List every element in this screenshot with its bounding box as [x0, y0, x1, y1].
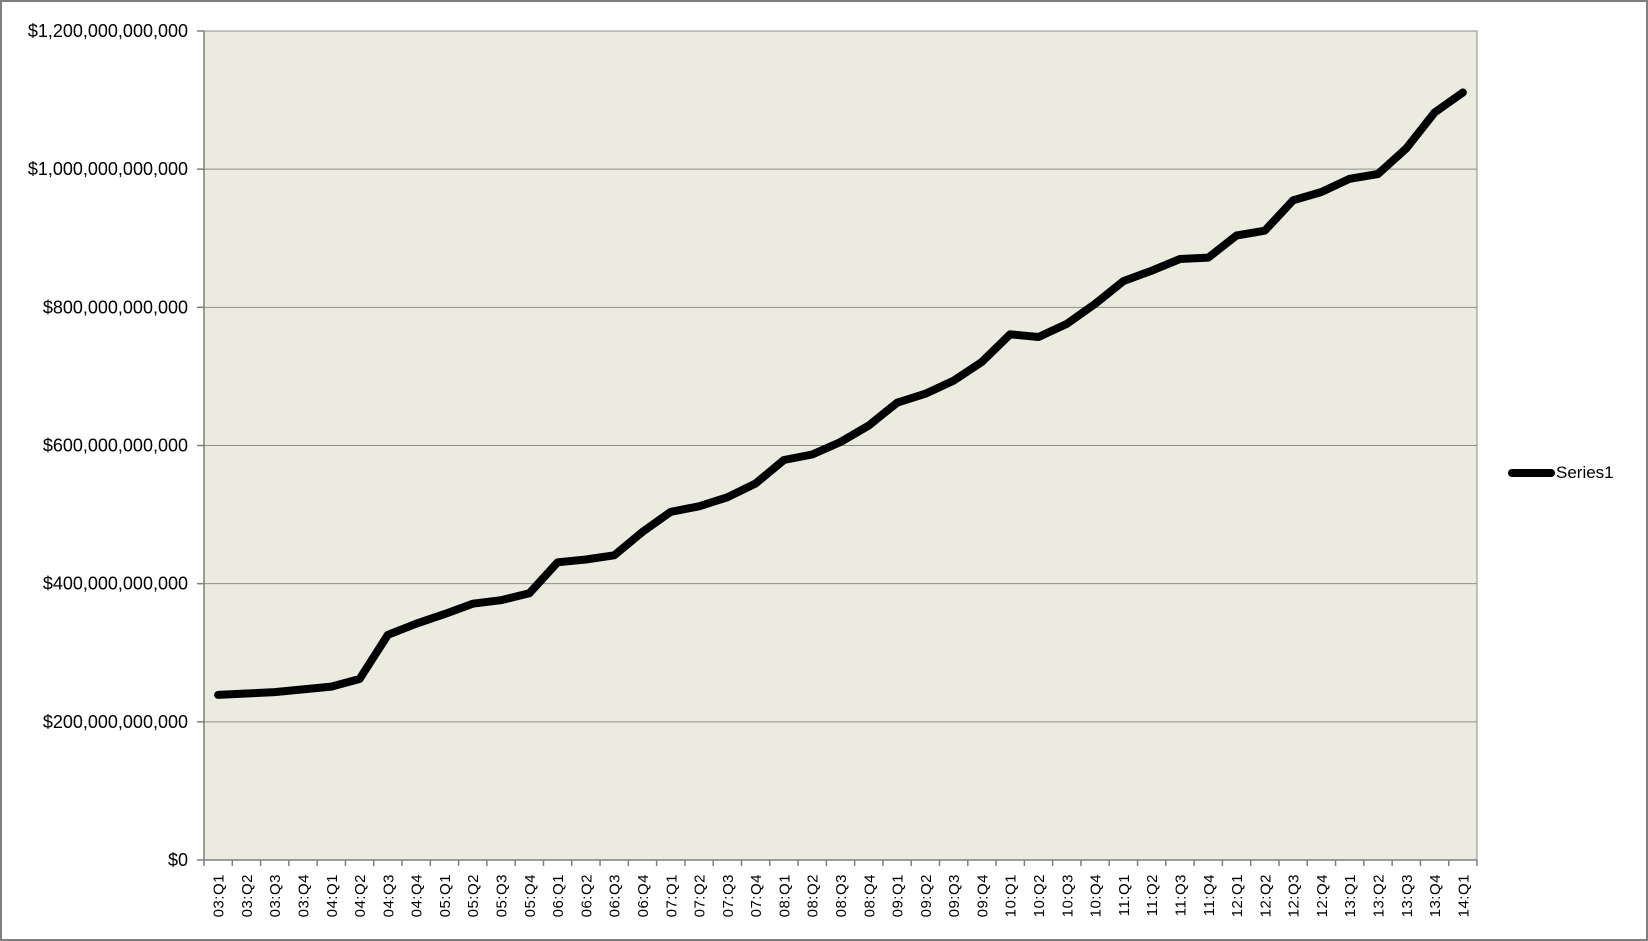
x-axis-tick-label: 11:Q4 — [1201, 874, 1218, 916]
y-axis-tick-label: $1,200,000,000,000 — [28, 21, 188, 41]
x-axis-tick-label: 04:Q3 — [380, 874, 397, 917]
x-axis-tick-label: 06:Q4 — [635, 874, 652, 917]
x-axis-tick-label: 05:Q2 — [465, 874, 482, 917]
x-axis-tick-label: 12:Q1 — [1229, 874, 1246, 917]
x-axis-tick-label: 08:Q4 — [861, 874, 878, 917]
y-axis-tick-label: $200,000,000,000 — [43, 712, 188, 732]
x-axis-tick-label: 13:Q1 — [1342, 874, 1359, 917]
x-axis-tick-label: 07:Q4 — [748, 874, 765, 917]
x-axis-tick-label: 06:Q1 — [550, 874, 567, 917]
x-axis-tick-label: 06:Q3 — [607, 874, 624, 917]
x-axis-tick-label: 14:Q1 — [1455, 874, 1472, 917]
x-axis-tick-label: 04:Q1 — [324, 874, 341, 917]
y-axis-tick-label: $1,000,000,000,000 — [28, 159, 188, 179]
x-axis-tick-label: 13:Q3 — [1399, 874, 1416, 917]
x-axis-tick-label: 13:Q2 — [1370, 874, 1387, 917]
x-axis-tick-label: 10:Q2 — [1031, 874, 1048, 917]
x-axis-tick-label: 10:Q4 — [1088, 874, 1105, 917]
x-axis-tick-label: 04:Q4 — [409, 874, 426, 917]
x-axis-tick-label: 04:Q2 — [352, 874, 369, 917]
x-axis-tick-label: 11:Q3 — [1172, 874, 1189, 916]
x-axis-tick-label: 12:Q3 — [1286, 874, 1303, 917]
y-axis-tick-label: $400,000,000,000 — [43, 574, 188, 594]
x-axis-tick-label: 07:Q2 — [692, 874, 709, 917]
series1-line — [214, 88, 1467, 699]
x-axis-tick-label: 13:Q4 — [1427, 874, 1444, 917]
x-axis-tick-label: 05:Q3 — [494, 874, 511, 917]
x-axis-tick-label: 08:Q2 — [805, 874, 822, 917]
y-axis-tick-label: $0 — [168, 850, 188, 870]
y-axis-tick-label: $600,000,000,000 — [43, 436, 188, 456]
x-axis-tick-label: 07:Q1 — [663, 874, 680, 917]
x-axis-tick-label: 10:Q1 — [1003, 874, 1020, 917]
x-axis-tick-label: 08:Q1 — [776, 874, 793, 917]
x-axis-tick-label: 07:Q3 — [720, 874, 737, 917]
x-axis-tick-label: 11:Q2 — [1144, 874, 1161, 916]
x-axis-tick-label: 05:Q4 — [522, 874, 539, 917]
x-axis-tick-label: 08:Q3 — [833, 874, 850, 917]
x-axis-tick-label: 09:Q4 — [974, 874, 991, 917]
x-axis-tick-label: 05:Q1 — [437, 874, 454, 917]
x-axis-tick-label: 06:Q2 — [578, 874, 595, 917]
x-axis-tick-label: 09:Q3 — [946, 874, 963, 917]
legend-line-swatch — [1508, 469, 1555, 477]
y-axis-tick-label: $800,000,000,000 — [43, 297, 188, 317]
x-axis-tick-label: 03:Q3 — [267, 874, 284, 917]
x-axis-tick-label: 03:Q1 — [211, 874, 228, 917]
x-axis-tick-label: 09:Q1 — [890, 874, 907, 917]
x-axis-tick-label: 10:Q3 — [1059, 874, 1076, 917]
x-axis-tick-label: 03:Q4 — [296, 874, 313, 917]
x-axis-tick-label: 09:Q2 — [918, 874, 935, 917]
x-axis-tick-label: 12:Q2 — [1257, 874, 1274, 917]
legend-series-label: Series1 — [1556, 463, 1614, 482]
x-axis-tick-label: 11:Q1 — [1116, 874, 1133, 916]
legend: Series1 — [1508, 463, 1614, 483]
x-axis-tick-label: 12:Q4 — [1314, 874, 1331, 917]
x-axis-tick-label: 03:Q2 — [239, 874, 256, 917]
